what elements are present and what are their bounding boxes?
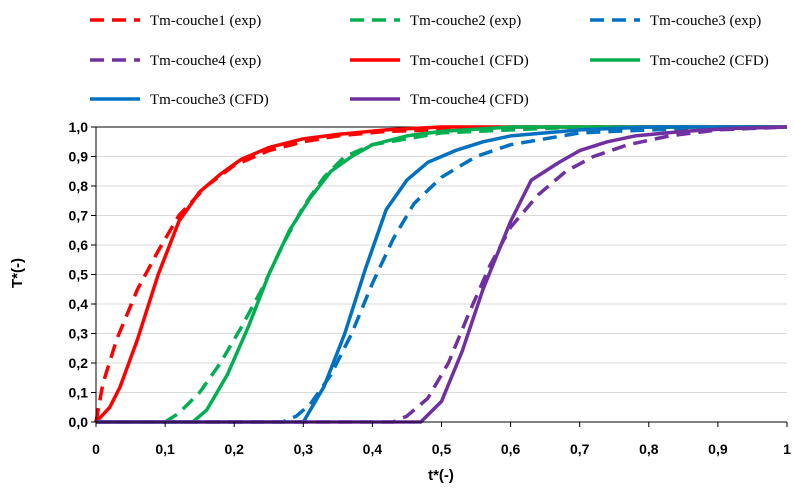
series-lines: [94, 125, 788, 424]
legend-label: Tm-couche2 (CFD): [650, 53, 769, 69]
legend-label: Tm-couche3 (CFD): [150, 92, 269, 108]
legend-label: Tm-couche2 (exp): [410, 13, 521, 29]
y-tick-label: 0,5: [69, 267, 89, 283]
x-tick-label: 1: [783, 441, 791, 457]
series-line-5: [94, 125, 787, 424]
series-line-6: [96, 125, 787, 424]
x-tick-label: 0,4: [363, 441, 383, 457]
series-line-4: [96, 125, 788, 424]
y-tick-label: 0,9: [69, 149, 89, 165]
x-tick-label: 0,3: [294, 441, 314, 457]
series-line-8: [96, 125, 788, 424]
y-tick-label: 0,2: [69, 355, 89, 371]
legend-label: Tm-couche1 (CFD): [410, 53, 529, 69]
grid: [96, 126, 787, 393]
y-tick-label: 0,0: [69, 414, 89, 430]
x-tick-label: 0,2: [224, 441, 244, 457]
y-tick-label: 0,7: [69, 208, 89, 224]
axes: 0,0 0,1 0,2 0,3 0,4 0,5 0,6 0,7 0,8 0,9 1,0 0 0,1 0,2…: [69, 119, 792, 457]
legend-label: Tm-couche1 (exp): [150, 13, 261, 29]
y-tick-label: 0,3: [69, 326, 89, 342]
legend-label: Tm-couche3 (exp): [650, 13, 761, 29]
y-tick-label: 0,6: [69, 237, 89, 253]
series-line-7: [96, 125, 787, 424]
series-line-3: [96, 125, 788, 424]
x-tick-label: 0,8: [639, 441, 659, 457]
y-tick-label: 0,4: [69, 296, 89, 312]
y-tick-label: 0,8: [69, 178, 89, 194]
legend-label: Tm-couche4 (exp): [150, 53, 261, 69]
x-tick-label: 0: [92, 441, 100, 457]
x-axis-title: t*(-): [428, 467, 454, 484]
x-tick-label: 0,7: [570, 441, 590, 457]
x-tick-label: 0,1: [155, 441, 175, 457]
x-tick-label: 0,5: [432, 441, 452, 457]
legend: Tm-couche1 (exp) Tm-couche2 (exp) Tm-couch…: [90, 13, 769, 108]
y-tick-label: 0,1: [69, 385, 89, 401]
x-tick-label: 0,9: [708, 441, 728, 457]
legend-label: Tm-couche4 (CFD): [410, 92, 529, 108]
x-tick-label: 0,6: [501, 441, 521, 457]
y-axis-title: T*(-): [9, 258, 26, 288]
y-tick-label: 1,0: [69, 119, 89, 135]
